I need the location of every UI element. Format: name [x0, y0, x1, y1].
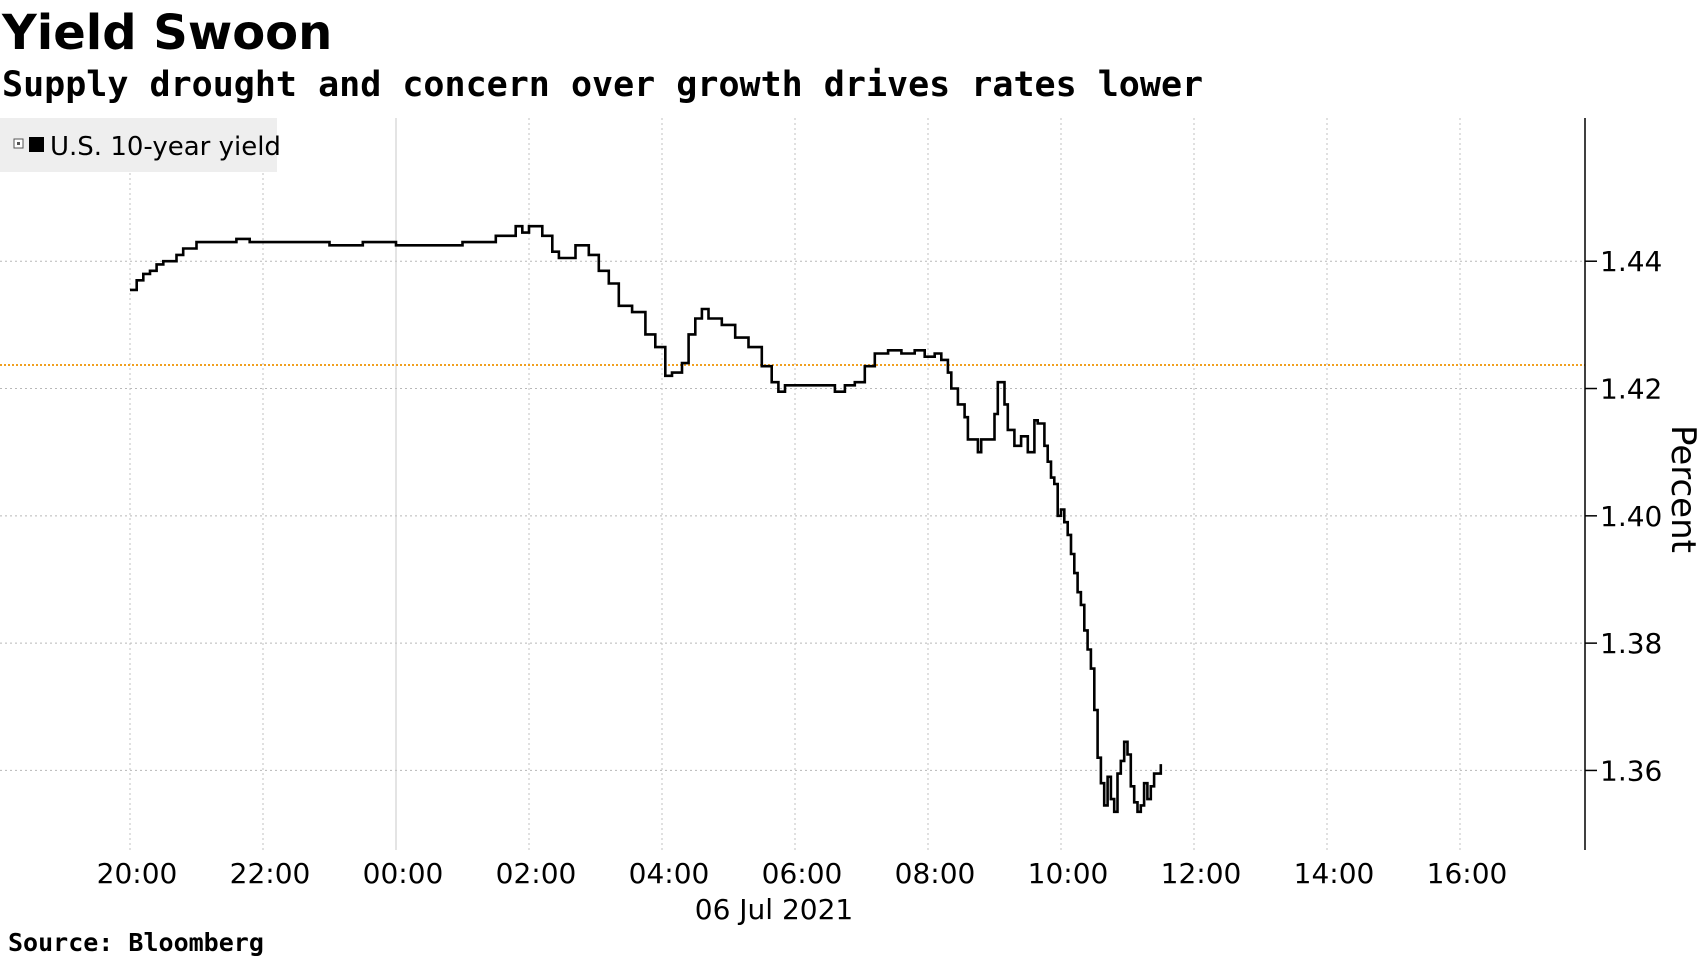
- x-tick-label: 08:00: [895, 857, 976, 890]
- series-layer: [130, 224, 1163, 814]
- x-tick-label: 22:00: [230, 857, 311, 890]
- grid-layer: [0, 118, 1585, 850]
- y-tick-label: 1.44: [1600, 245, 1662, 278]
- axis-layer: 1.36 1.38 1.40 1.42 1.44 20:00 22:00 00:00 02:00…: [97, 118, 1662, 890]
- x-axis-label: 06 Jul 2021: [695, 893, 853, 926]
- chart-subtitle: Supply drought and concern over growth d…: [2, 65, 1204, 105]
- x-tick-label: 12:00: [1161, 857, 1242, 890]
- x-tick-label: 20:00: [97, 857, 178, 890]
- x-tick-label: 00:00: [363, 857, 444, 890]
- legend-toggle-icon-dot: [17, 142, 20, 145]
- legend-label: U.S. 10-year yield: [50, 132, 281, 162]
- x-tick-label: 14:00: [1294, 857, 1375, 890]
- legend: U.S. 10-year yield: [0, 118, 281, 172]
- legend-swatch-icon: [29, 137, 44, 152]
- y-tick-label: 1.42: [1600, 373, 1662, 406]
- x-tick-label: 02:00: [496, 857, 577, 890]
- y-tick-label: 1.38: [1600, 627, 1662, 660]
- chart-title: Yield Swoon: [2, 5, 333, 61]
- series-line-us-10-year-yield: [130, 224, 1163, 814]
- x-tick-label: 04:00: [629, 857, 710, 890]
- source-note: Source: Bloomberg: [8, 928, 264, 957]
- legend-background: [0, 118, 277, 172]
- x-tick-label: 16:00: [1427, 857, 1508, 890]
- y-tick-label: 1.40: [1600, 500, 1662, 533]
- x-tick-label: 10:00: [1028, 857, 1109, 890]
- x-tick-label: 06:00: [762, 857, 843, 890]
- y-axis-label: Percent: [1663, 425, 1703, 553]
- y-tick-label: 1.36: [1600, 754, 1662, 787]
